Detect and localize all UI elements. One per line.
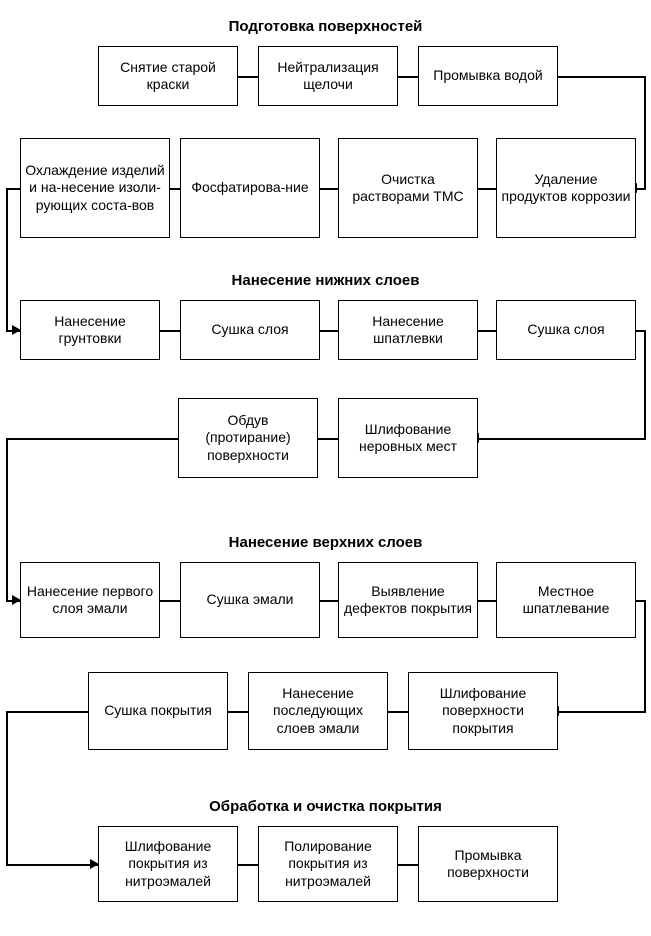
- flow-edge: [6, 438, 178, 440]
- flow-node: Нанесение шпатлевки: [338, 300, 478, 360]
- flow-edge: [478, 438, 646, 440]
- flow-edge: [170, 188, 180, 190]
- flow-edge: [6, 711, 8, 864]
- flow-edge: [388, 711, 408, 713]
- flow-node: Сушка слоя: [180, 300, 320, 360]
- flow-node: Шлифование неровных мест: [338, 398, 478, 478]
- section-heading-3: Нанесение верхних слоев: [0, 534, 651, 551]
- flow-node: Фосфатирова-ние: [180, 138, 320, 238]
- flow-edge: [636, 188, 646, 190]
- flow-node: Сушка покрытия: [88, 672, 228, 750]
- flow-node: Нанесение последующих слоев эмали: [248, 672, 388, 750]
- flow-edge: [6, 864, 98, 866]
- flow-node: Снятие старой краски: [98, 46, 238, 106]
- flow-edge: [6, 188, 8, 330]
- flow-edge: [160, 600, 180, 602]
- flow-node: Сушка эмали: [180, 562, 320, 638]
- flow-edge: [228, 711, 248, 713]
- flow-edge: [238, 864, 258, 866]
- flow-node: Нейтрализация щелочи: [258, 46, 398, 106]
- flow-edge: [558, 76, 644, 78]
- flow-edge: [318, 438, 338, 440]
- flow-node: Удаление продуктов коррозии: [496, 138, 636, 238]
- flow-edge: [6, 188, 20, 190]
- flow-node: Шлифование поверхности покрытия: [408, 672, 558, 750]
- flow-edge: [478, 188, 496, 190]
- flow-node: Местное шпатлевание: [496, 562, 636, 638]
- flow-edge: [644, 330, 646, 438]
- flow-node: Нанесение первого слоя эмали: [20, 562, 160, 638]
- section-heading-1: Подготовка поверхностей: [0, 18, 651, 35]
- flow-edge: [398, 76, 418, 78]
- flow-edge: [320, 330, 338, 332]
- flow-edge: [398, 864, 418, 866]
- flow-edge: [320, 600, 338, 602]
- flow-edge: [160, 330, 180, 332]
- section-heading-2: Нанесение нижних слоев: [0, 272, 651, 289]
- flow-node: Нанесение грунтовки: [20, 300, 160, 360]
- flow-node: Очистка растворами ТМС: [338, 138, 478, 238]
- flow-node: Полирование покрытия из нитроэмалей: [258, 826, 398, 902]
- flow-node: Промывка водой: [418, 46, 558, 106]
- flow-edge: [6, 438, 8, 600]
- section-heading-4: Обработка и очистка покрытия: [0, 798, 651, 815]
- flow-edge: [644, 76, 646, 188]
- flow-edge: [644, 600, 646, 711]
- flow-node: Промывка поверхности: [418, 826, 558, 902]
- flow-edge: [6, 711, 88, 713]
- flow-node: Охлаждение изделий и на-несение изоли-ру…: [20, 138, 170, 238]
- flow-edge: [558, 711, 646, 713]
- flow-node: Обдув (протирание) поверхности: [178, 398, 318, 478]
- flow-edge: [320, 188, 338, 190]
- flow-node: Шлифование покрытия из нитроэмалей: [98, 826, 238, 902]
- flow-node: Выявление дефектов покрытия: [338, 562, 478, 638]
- flow-edge: [478, 600, 496, 602]
- flow-edge: [238, 76, 258, 78]
- flow-edge: [478, 330, 496, 332]
- flow-node: Сушка слоя: [496, 300, 636, 360]
